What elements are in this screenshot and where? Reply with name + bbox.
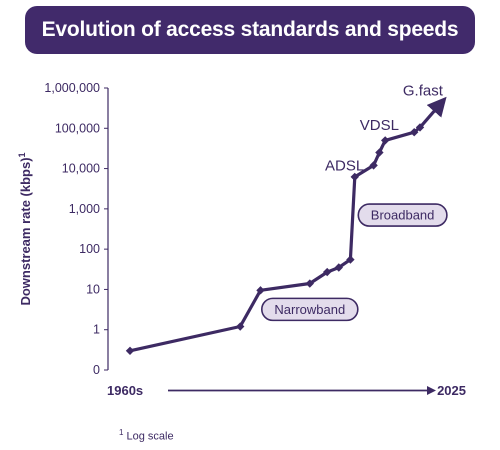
x-axis-labels: 1960s 2025 (107, 383, 466, 398)
y-tick-labels: 0 1 10 100 1,000 10,000 100,000 1,000,000 (44, 81, 108, 377)
y-tick-label: 1 (93, 323, 100, 337)
annotation-label: G.fast (403, 83, 444, 100)
trend-arrow (418, 96, 447, 129)
title-banner: Evolution of access standards and speeds (25, 6, 475, 54)
data-point (410, 127, 419, 137)
data-point (323, 267, 332, 277)
data-points (125, 123, 425, 355)
annotation-box-bg (260, 297, 359, 322)
annotation-box: Broadband (357, 203, 448, 227)
y-axis-label-superscript: 1 (17, 152, 27, 157)
y-tick-label: 1,000,000 (44, 81, 100, 95)
annotation-box-bg (357, 203, 448, 227)
data-point (256, 286, 265, 295)
y-axis-label-text: Downstream rate (kbps) (18, 157, 33, 305)
data-point (346, 255, 355, 264)
y-tick-label: 1,000 (69, 202, 100, 216)
footnote: 1 Log scale (119, 428, 174, 443)
y-tick-label: 100 (79, 242, 100, 256)
data-point (415, 123, 425, 132)
data-point (381, 136, 390, 145)
annotation-label: Narrowband (274, 302, 345, 317)
footnote-marker: 1 (119, 428, 124, 437)
x-start-label: 1960s (107, 383, 143, 398)
annotation-label: Broadband (371, 208, 435, 223)
annotation-label: VDSL (360, 117, 399, 134)
x-end-label: 2025 (437, 383, 466, 398)
y-tick-label: 0 (93, 363, 100, 377)
y-tick-label: 10,000 (62, 162, 100, 176)
data-point (125, 346, 135, 355)
data-point (350, 172, 359, 182)
data-point (236, 322, 245, 331)
annotation-label: ADSL (325, 157, 364, 174)
data-point (334, 263, 343, 272)
data-point (369, 161, 378, 170)
y-tick-label: 10 (86, 282, 100, 296)
footnote-text: Log scale (126, 430, 174, 443)
annotation-box: Narrowband (260, 297, 359, 322)
data-point (305, 279, 314, 288)
x-axis-arrowhead (427, 386, 436, 395)
y-axis-label: Downstream rate (kbps)1 (17, 152, 33, 305)
y-tick-label: 100,000 (55, 121, 100, 135)
chart-title: Evolution of access standards and speeds (41, 18, 459, 41)
data-point (375, 148, 384, 157)
